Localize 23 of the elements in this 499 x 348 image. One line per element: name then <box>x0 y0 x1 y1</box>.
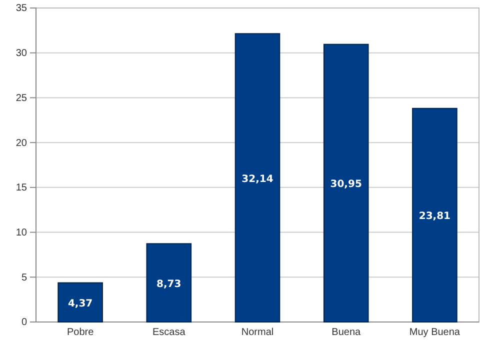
data-label: 23,81 <box>418 211 451 222</box>
y-tick-label: 10 <box>16 227 28 238</box>
y-tick-label: 30 <box>16 48 28 60</box>
bar <box>323 44 369 322</box>
y-tick-label: 35 <box>16 3 28 14</box>
y-tick-label: 5 <box>21 272 28 284</box>
x-tick-label: Normal <box>241 327 274 338</box>
y-tick-label: 15 <box>16 182 28 194</box>
x-tick-label: Escasa <box>152 327 186 338</box>
data-label: 8,73 <box>156 278 182 290</box>
bar <box>146 243 192 322</box>
x-tick-label: Buena <box>332 327 361 338</box>
data-label: 4,37 <box>68 298 93 310</box>
data-label: 32,14 <box>242 174 274 185</box>
bar <box>412 108 458 322</box>
x-tick-label: Pobre <box>66 327 94 338</box>
y-tick-label: 20 <box>16 138 28 149</box>
x-tick-label: Muy Buena <box>409 327 460 338</box>
bar <box>234 33 280 322</box>
y-tick-label: 25 <box>16 92 28 104</box>
y-tick-label: 0 <box>21 317 28 328</box>
data-label: 30,95 <box>330 179 362 190</box>
bar <box>58 282 103 322</box>
